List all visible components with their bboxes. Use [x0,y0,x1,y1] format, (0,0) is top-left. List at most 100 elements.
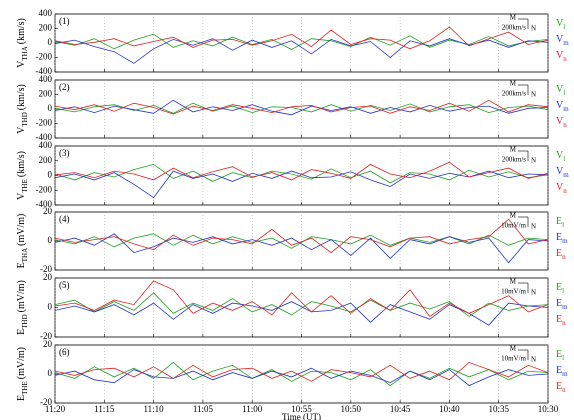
legend-entry: Vn [556,50,567,62]
legend-entry: Vn [556,182,567,194]
y-tick-label: 0 [48,103,53,113]
y-tick-label: -20 [40,397,52,407]
scale-size: 200km/s [502,90,526,98]
y-tick-label: 200 [39,23,53,33]
y-tick-label: 400 [39,8,53,18]
legend-sub: l [562,221,564,229]
y-tick-label: 0 [48,302,53,312]
legend-sub: l [563,89,565,97]
y-label-main: V [16,60,27,68]
y-tick-label: 200 [39,89,53,99]
panel-frame [54,277,549,338]
series-line [54,99,549,116]
legend-name: E [556,232,562,243]
y-label-unit: (mV/m) [16,347,27,379]
legend-sub: m [563,105,569,113]
y-label-sub: THD [21,112,29,126]
legend-entry: El [556,216,564,228]
scale-size: 200km/s [502,156,526,164]
y-tick-label: -200 [36,118,53,128]
legend-sub: l [562,287,564,295]
y-tick-label: -200 [36,52,53,62]
x-tick-label: 11:10 [144,404,165,414]
legend-name: V [556,34,564,45]
y-axis-label: ETHA (mV/m) [16,214,28,269]
scale-side: N [531,91,536,99]
panel-frame [54,13,549,73]
y-axis-label: ETHD (mV/m) [16,280,28,335]
legend-sub: n [562,319,566,327]
legend-sub: m [563,171,569,179]
series-line [54,99,549,115]
series-line [54,38,549,64]
panel-label: (5) [59,280,70,290]
legend-sub: n [562,253,566,261]
y-tick-label: -400 [36,66,53,76]
x-tick-label: 11:15 [94,404,115,414]
legend-entry: Vl [556,18,565,30]
scale-side: N [531,356,536,364]
y-tick-label: -400 [36,132,53,142]
legend-name: E [556,298,562,309]
y-label-main: V [16,192,27,200]
series-line [54,218,549,254]
panel-frame [54,344,549,404]
y-label-unit: (mV/m) [16,214,27,246]
legend-entry: Vn [556,116,567,128]
scale-top: M [510,278,517,286]
legend-entry: En [556,248,566,260]
x-tick-label: 10:40 [439,404,460,414]
legend-sub: m [562,370,568,378]
scale-side: N [531,25,536,33]
legend-name: V [556,116,564,127]
y-label-unit: (km/s) [16,84,27,110]
y-tick-label: 0 [48,170,53,180]
series-line [54,233,549,249]
y-label-sub: THA [21,46,29,60]
legend-name: E [556,216,562,227]
y-label-sub: THD [21,314,29,328]
y-label-unit: (mV/m) [16,280,27,312]
series-line [54,361,549,387]
scale-side: N [531,289,536,297]
x-tick-label: 11:20 [45,404,66,414]
scale-side: N [531,223,536,231]
scale-top: M [510,14,517,22]
x-tick-label: 10:50 [341,404,362,414]
panel-label: (2) [59,82,70,92]
panel-label: (1) [59,16,70,26]
legend-name: V [556,150,564,161]
y-tick-label: -400 [36,199,53,209]
legend-entry: Vl [556,150,565,162]
y-tick-label: -200 [36,184,53,194]
series-line [54,163,549,184]
panel-label: (4) [59,214,70,224]
legend-name: V [556,50,564,61]
x-axis-title: Time (UT) [282,412,321,420]
panel-label: (3) [59,148,70,158]
legend-sub: l [563,155,565,163]
scale-size: 10mV/m [501,288,526,296]
scale-side: N [531,157,536,165]
x-tick-label: 11:00 [242,404,263,414]
scale-top: M [510,212,517,220]
scale-size: 200km/s [502,24,526,32]
y-tick-label: -20 [40,264,52,274]
legend-sub: n [562,386,566,394]
legend-entry: En [556,314,566,326]
legend-name: E [556,282,562,293]
y-tick-label: -20 [40,331,52,341]
y-label-main: V [16,126,27,134]
y-tick-label: 20 [43,206,53,216]
scale-size: 10mV/m [501,355,526,363]
legend-sub: m [562,237,568,245]
y-tick-label: 400 [39,140,53,150]
series-line [54,292,549,317]
legend-sub: m [563,39,569,47]
legend-sub: n [563,121,567,129]
series-line [54,361,549,382]
x-tick-label: 11:05 [193,404,214,414]
y-label-unit: (km/s) [16,18,27,44]
x-tick-label: 10:30 [538,404,559,414]
